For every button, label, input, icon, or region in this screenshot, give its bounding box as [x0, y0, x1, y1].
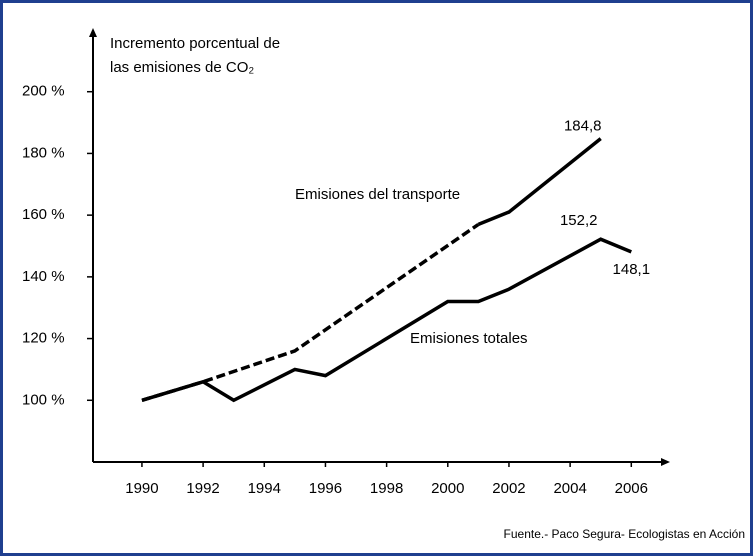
x-tick-label: 1998	[370, 480, 403, 497]
x-tick-label: 1992	[186, 480, 219, 497]
series-label: Emisiones del transporte	[295, 186, 460, 203]
y-tick-label: 120 %	[22, 330, 65, 347]
source: Fuente.- Paco Segura- Ecologistas en Acc…	[504, 527, 745, 541]
x-tick-label: 2002	[492, 480, 525, 497]
x-tick-label: 1990	[125, 480, 158, 497]
y-axis-label: las emisiones de CO₂	[110, 59, 254, 76]
x-tick-label: 1994	[248, 480, 281, 497]
x-axis-arrow	[661, 458, 670, 466]
value-label: 152,2	[560, 212, 598, 229]
series-line	[141, 237, 632, 403]
y-axis-label: Incremento porcentual de	[110, 35, 280, 52]
value-label: 148,1	[613, 261, 651, 278]
x-tick-label: 2006	[615, 480, 648, 497]
series-line	[477, 137, 602, 227]
y-axis-arrow	[89, 28, 97, 37]
y-tick-label: 180 %	[22, 144, 65, 161]
y-tick-label: 200 %	[22, 83, 65, 100]
value-label: 184,8	[564, 118, 602, 135]
series-label: Emisiones totales	[410, 330, 528, 347]
y-tick-label: 100 %	[22, 391, 65, 408]
x-tick-label: 2004	[553, 480, 586, 497]
x-tick-label: 2000	[431, 480, 464, 497]
y-tick-label: 140 %	[22, 268, 65, 285]
y-tick-label: 160 %	[22, 206, 65, 223]
x-tick-label: 1996	[309, 480, 342, 497]
